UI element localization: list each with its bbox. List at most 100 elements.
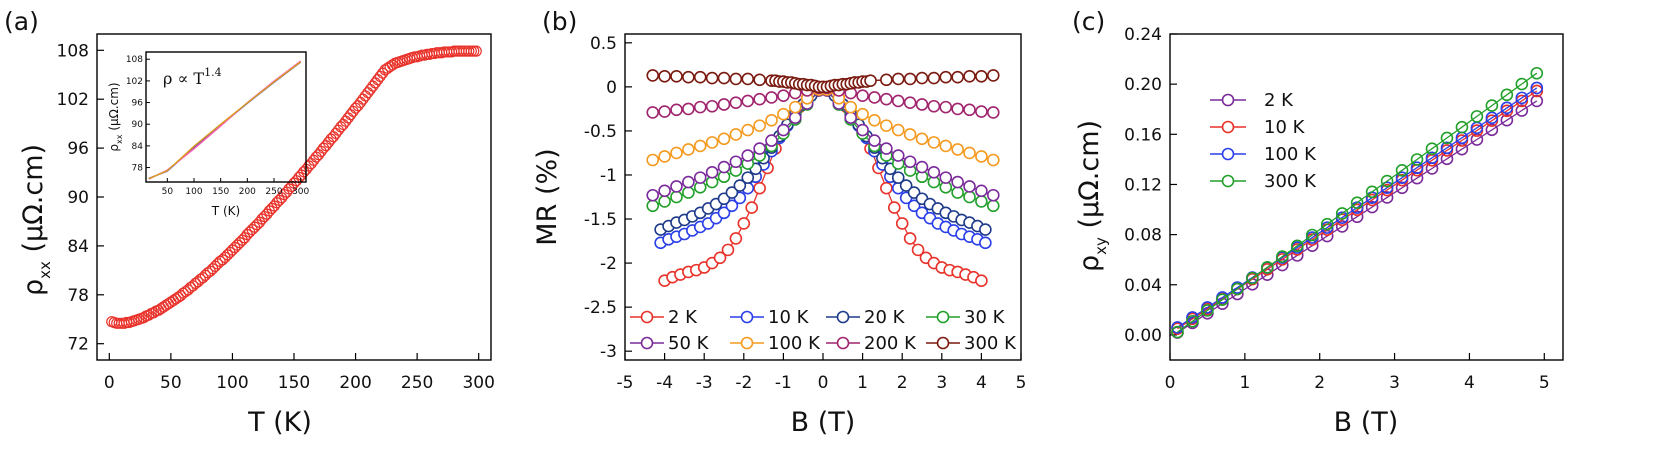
b-legend-label: 50 K bbox=[668, 333, 710, 354]
panel-a-xlabel: T (K) bbox=[247, 407, 312, 438]
inset-xtick-label: 100 bbox=[185, 187, 202, 197]
b-legend-label: 20 K bbox=[864, 307, 906, 328]
inset-frame bbox=[145, 51, 307, 183]
c-point-100K bbox=[1395, 171, 1409, 185]
inset-annotation: ρ ∝ T1.4 bbox=[163, 66, 222, 88]
b-point-100K bbox=[717, 132, 731, 146]
b-point-300K bbox=[693, 70, 707, 84]
b-ytick-label: -2.5 bbox=[584, 298, 617, 318]
b-point-50K bbox=[891, 149, 905, 162]
b-point-100K bbox=[927, 136, 941, 149]
inset-ytick-label: 78 bbox=[132, 164, 144, 174]
inset-xtick-label: 50 bbox=[162, 187, 174, 197]
c-point-2K bbox=[1395, 181, 1409, 195]
c-point-2K bbox=[1380, 191, 1394, 204]
b-ytick-label: -1 bbox=[600, 166, 617, 186]
b-point-50K bbox=[753, 142, 766, 155]
b-point-200K bbox=[891, 94, 905, 108]
b-point-200K bbox=[729, 96, 743, 110]
b-point-30K bbox=[986, 199, 1000, 213]
b-xtick-label: 1 bbox=[857, 373, 868, 393]
b-point-200K bbox=[927, 99, 941, 113]
panel-a-markers bbox=[106, 45, 482, 329]
b-point-100K bbox=[693, 139, 707, 153]
c-legend-label: 10 K bbox=[1264, 117, 1306, 138]
c-legend-label: 100 K bbox=[1264, 144, 1317, 165]
b-point-100K bbox=[844, 100, 858, 114]
c-point-300K bbox=[1425, 142, 1439, 156]
b-point-200K bbox=[915, 98, 929, 111]
b-point-20K bbox=[899, 179, 913, 192]
c-point-300K bbox=[1470, 110, 1484, 123]
a-data-point bbox=[362, 87, 374, 99]
b-point-2K bbox=[721, 243, 735, 257]
b-point-200K bbox=[705, 99, 719, 113]
c-point-300K bbox=[1335, 207, 1349, 220]
b-point-50K bbox=[670, 180, 683, 193]
b-point-2K bbox=[975, 274, 988, 288]
inset-xtick-label: 150 bbox=[212, 187, 229, 197]
b-point-200K bbox=[658, 105, 671, 118]
c-point-2K bbox=[1320, 229, 1334, 243]
b-point-200K bbox=[963, 103, 976, 117]
a-xtick-label: 150 bbox=[278, 373, 310, 393]
c-point-100K bbox=[1410, 161, 1424, 175]
b-point-2K bbox=[737, 217, 751, 230]
c-point-300K bbox=[1365, 185, 1379, 199]
b-point-300K bbox=[705, 71, 719, 85]
b-point-50K bbox=[741, 149, 755, 162]
b-legend-marker bbox=[640, 310, 654, 324]
a-data-point bbox=[359, 90, 372, 102]
panel-a: (a) 0 50 100 150 200 250 300 72 78 84 90 96 102 108 T… bbox=[4, 7, 495, 438]
b-point-200K bbox=[693, 100, 707, 114]
b-point-100K bbox=[868, 114, 881, 127]
c-line-300K bbox=[1177, 72, 1538, 333]
b-point-200K bbox=[670, 103, 683, 117]
svg-text:ρxx (μΩ.cm): ρxx (μΩ.cm) bbox=[107, 82, 124, 151]
b-point-20K bbox=[741, 171, 755, 184]
b-point-100K bbox=[753, 119, 766, 132]
b-point-50K bbox=[717, 160, 731, 174]
panel-c: (c) 0 1 2 3 4 5 0.00 0.04 0.08 0.12 0.16 0.20 0.24 2… bbox=[1072, 7, 1564, 438]
c-point-300K bbox=[1410, 153, 1424, 166]
b-point-100K bbox=[951, 143, 964, 156]
inset-ylabel: ρxx (μΩ.cm) bbox=[107, 82, 124, 151]
svg-text:ρxx (μΩ.cm): ρxx (μΩ.cm) bbox=[18, 144, 54, 296]
b-point-2K bbox=[911, 243, 925, 257]
b-point-100K bbox=[705, 136, 719, 149]
panel-b: (b) -5 -4 -3 -2 -1 0 1 2 3 4 5 -3 -2.5 -2 -1.5 -1 -0.5 0 0… bbox=[532, 7, 1026, 438]
c-ytick-label: 0.00 bbox=[1124, 326, 1162, 346]
panel-c-ticks: 0 1 2 3 4 5 0.00 0.04 0.08 0.12 0.16 0.20 0.24 bbox=[1124, 25, 1550, 393]
b-point-50K bbox=[903, 155, 917, 169]
c-ytick-label: 0.24 bbox=[1124, 25, 1162, 45]
a-ytick-label: 90 bbox=[67, 188, 89, 208]
c-legend-marker bbox=[1221, 147, 1235, 161]
b-xtick-label: 5 bbox=[1016, 373, 1027, 393]
b-legend-marker bbox=[740, 336, 754, 350]
b-point-100K bbox=[729, 128, 743, 141]
c-point-2K bbox=[1485, 123, 1499, 137]
b-point-30K bbox=[682, 186, 695, 199]
panel-c-ylabel: ρxy (μΩ.cm) bbox=[1074, 120, 1110, 272]
a-data-point bbox=[342, 112, 354, 124]
b-point-50K bbox=[765, 134, 778, 147]
panel-b-ylabel: MR (%) bbox=[532, 148, 563, 245]
inset-ytick-label: 96 bbox=[132, 99, 144, 109]
a-ytick-label: 84 bbox=[67, 237, 89, 257]
panel-c-xlabel: B (T) bbox=[1334, 407, 1399, 438]
b-point-300K bbox=[880, 73, 893, 87]
b-point-300K bbox=[891, 72, 905, 86]
b-point-50K bbox=[963, 180, 976, 193]
b-point-50K bbox=[939, 171, 953, 184]
a-data-point bbox=[374, 70, 386, 82]
b-point-50K bbox=[705, 166, 719, 179]
b-ytick-label: -2 bbox=[600, 254, 617, 274]
svg-text:ρxy (μΩ.cm): ρxy (μΩ.cm) bbox=[1074, 120, 1110, 272]
b-point-100K bbox=[682, 143, 695, 156]
b-point-50K bbox=[682, 175, 695, 189]
b-point-300K bbox=[951, 70, 964, 84]
c-point-100K bbox=[1530, 81, 1544, 95]
b-ytick-label: -1.5 bbox=[584, 210, 617, 230]
b-point-100K bbox=[788, 100, 802, 114]
b-point-200K bbox=[975, 105, 988, 118]
